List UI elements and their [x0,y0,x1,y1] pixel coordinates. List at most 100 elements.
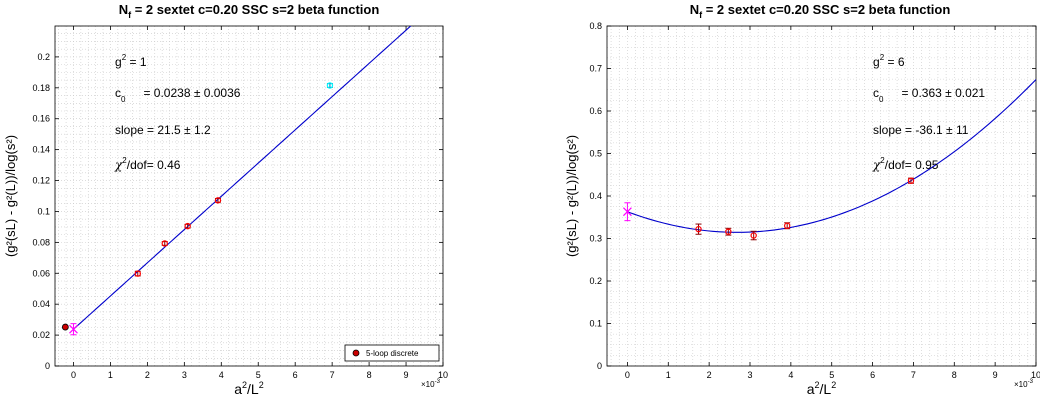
c0-sub: 0 [879,95,884,104]
y-tick-label: 0.04 [32,299,50,309]
y-tick-label: 0.1 [589,319,602,329]
exponent-power: -3 [1028,379,1034,385]
y-tick-label: 0.3 [589,234,602,244]
y-tick-label: 0.18 [32,83,50,93]
title-rest: = 2 sextet c=0.20 SSC s=2 beta function [131,2,379,17]
exponent-base: ×10 [1014,380,1028,389]
exponent-base: ×10 [421,380,435,389]
grid [55,25,444,367]
data-point [750,232,757,239]
x-tick-label: 6 [293,370,298,380]
exponent-power: -3 [435,379,441,385]
annotation-chi2: χ2/dof= 0.95 [872,156,939,172]
chi-sup: 2 [122,156,127,165]
x-tick-label: 10 [1031,370,1040,380]
x-axis-label: a2/L2 [807,380,837,397]
y-tick-label: 0.8 [589,21,602,31]
annotation-g2: g2 = 6 [873,53,905,69]
chart-title: Nf = 2 sextet c=0.20 SSC s=2 beta functi… [119,2,380,20]
plot-area [61,26,412,336]
y-tick-label: 0.2 [37,52,50,62]
y-tick-label: 0.14 [32,145,50,155]
legend-box [344,344,440,362]
g2-value: = 1 [126,55,147,69]
xlabel-sup: 2 [242,380,247,390]
chart-panel-2: 0 1 2 3 4 5 6 7 8 9 10 0 0.1 0.2 0.3 0.4 0.5 0.6 0.7 0.8 ×10… [564,2,1040,397]
xlabel-mid: /L [247,381,259,397]
xlabel-base: a [807,381,815,397]
x-tick-label: 8 [952,370,957,380]
x-tick-label: 7 [330,370,335,380]
y-tick-label: 0.12 [32,176,50,186]
xlabel-base: a [234,381,242,397]
x-tick-label: 8 [367,370,372,380]
chi-base: χ [872,158,881,172]
x-exponent-label: ×10-3 [1014,379,1034,389]
c0-base: c [873,86,879,100]
chi-value: /dof= 0.95 [885,158,939,172]
x-tick-label: 10 [438,370,448,380]
chi-value: /dof= 0.46 [127,158,181,172]
annotation-c0: c0 = 0.0238 ± 0.0036 [115,86,241,104]
g2-base: g [115,55,122,69]
y-tick-label: 0.06 [32,268,50,278]
x-exponent-label: ×10-3 [421,379,441,389]
title-main: N [119,2,128,17]
xlabel-mid: /L [820,381,832,397]
y-axis-label: (g²(sL) - g²(L))/log(s²) [564,135,579,257]
g2-base: g [873,55,880,69]
x-tick-label: 1 [108,370,113,380]
c0-value: = 0.0238 ± 0.0036 [143,86,240,100]
x-tick-label: 0 [625,370,630,380]
annotation-slope: slope = 21.5 ± 1.2 [115,123,211,137]
excluded-point [326,82,334,89]
x-tick-label: 2 [145,370,150,380]
y-tick-label: 0.5 [589,149,602,159]
y-tick-label: 0.08 [32,237,50,247]
x-tick-label: 6 [870,370,875,380]
data-point [214,197,222,204]
y-tick-label: 0.1 [37,206,50,216]
data-point [695,225,702,233]
legend: 5-loop discrete [344,344,440,362]
x-tick-label: 3 [747,370,752,380]
x-tick-label: 0 [71,370,76,380]
x-tick-label: 1 [666,370,671,380]
title-main: N [690,2,699,17]
grid [607,25,1037,367]
xlabel-sup: 2 [259,380,264,390]
chi-base: χ [114,158,123,172]
data-point [725,228,732,235]
g2-sup: 2 [880,53,885,62]
data-point [783,222,791,229]
data-point [184,222,191,230]
y-tick-label: 0.02 [32,330,50,340]
y-tick-label: 0.7 [589,64,602,74]
y-tick-label: 0.6 [589,106,602,116]
x-axis-label: a2/L2 [234,380,264,397]
c0-sub: 0 [121,95,126,104]
data-point [161,240,168,247]
y-axis-label: (g²(sL) - g²(L))/log(s²) [3,135,18,257]
x-tick-label: 5 [829,370,834,380]
y-tick-label: 0 [45,361,50,371]
data-point [134,270,141,277]
y-tick-label: 0.2 [589,276,602,286]
c0-base: c [115,86,121,100]
reference-point [61,323,69,331]
xlabel-sup: 2 [831,380,836,390]
chart-panel-1: 0 1 2 3 4 5 6 7 8 9 10 0 0.02 0.04 0.06 0.08 0.1 0.12 0.14… [3,2,448,397]
chi-sup: 2 [880,156,885,165]
y-tick-label: 0 [597,361,602,371]
legend-label: 5-loop discrete [366,349,419,358]
y-tick-label: 0.4 [589,191,602,201]
c0-value: = 0.363 ± 0.021 [901,86,985,100]
y-tick-label: 0.16 [32,114,50,124]
extrapolation-marker [69,324,78,334]
x-tick-label: 2 [707,370,712,380]
annotation-slope: slope = -36.1 ± 11 [873,123,969,137]
g2-sup: 2 [122,53,127,62]
plot-frame [606,25,1037,367]
x-tick-label: 4 [788,370,793,380]
